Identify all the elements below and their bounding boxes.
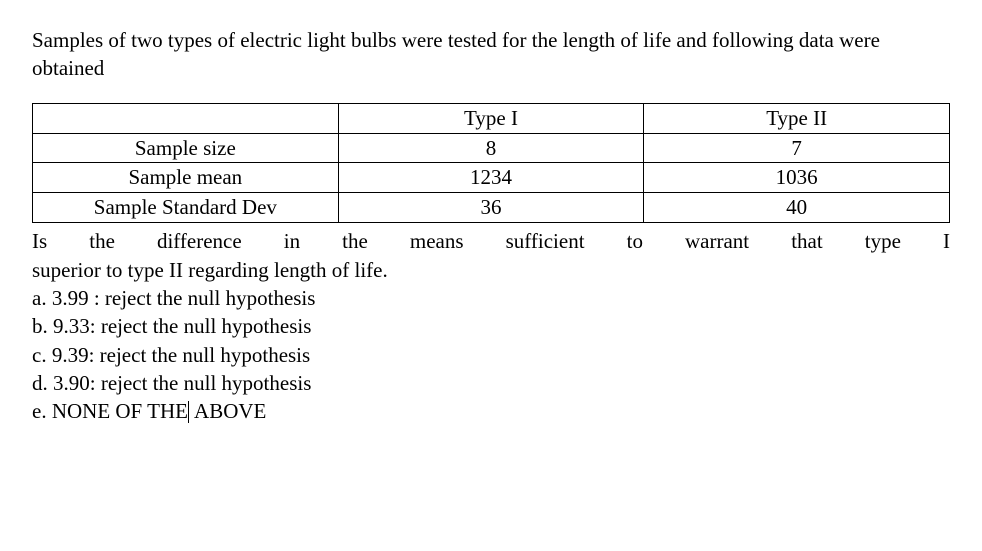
option-e-pre: e. NONE OF THE — [32, 399, 188, 423]
option-a: a. 3.99 : reject the null hypothesis — [32, 284, 950, 312]
question-line1: Is the difference in the means sufficien… — [32, 227, 950, 255]
table-row: Sample Standard Dev 36 40 — [33, 193, 950, 223]
cell: 36 — [338, 193, 644, 223]
data-table: Type I Type II Sample size 8 7 Sample me… — [32, 103, 950, 224]
intro-text: Samples of two types of electric light b… — [32, 26, 950, 83]
options-list: a. 3.99 : reject the null hypothesis b. … — [32, 284, 950, 426]
cell: 7 — [644, 133, 950, 163]
row-label: Sample Standard Dev — [33, 193, 339, 223]
header-blank — [33, 103, 339, 133]
option-c: c. 9.39: reject the null hypothesis — [32, 341, 950, 369]
cell: 1036 — [644, 163, 950, 193]
header-type1: Type I — [338, 103, 644, 133]
cell: 40 — [644, 193, 950, 223]
cell: 8 — [338, 133, 644, 163]
option-d: d. 3.90: reject the null hypothesis — [32, 369, 950, 397]
option-b: b. 9.33: reject the null hypothesis — [32, 312, 950, 340]
text-cursor — [188, 401, 189, 423]
row-label: Sample mean — [33, 163, 339, 193]
question-line2: superior to type II regarding length of … — [32, 256, 950, 284]
table-row: Sample size 8 7 — [33, 133, 950, 163]
header-type2: Type II — [644, 103, 950, 133]
row-label: Sample size — [33, 133, 339, 163]
option-e-post: ABOVE — [190, 399, 266, 423]
table-row: Sample mean 1234 1036 — [33, 163, 950, 193]
table-row: Type I Type II — [33, 103, 950, 133]
option-e: e. NONE OF THE ABOVE — [32, 397, 950, 425]
cell: 1234 — [338, 163, 644, 193]
question-text: Is the difference in the means sufficien… — [32, 227, 950, 284]
